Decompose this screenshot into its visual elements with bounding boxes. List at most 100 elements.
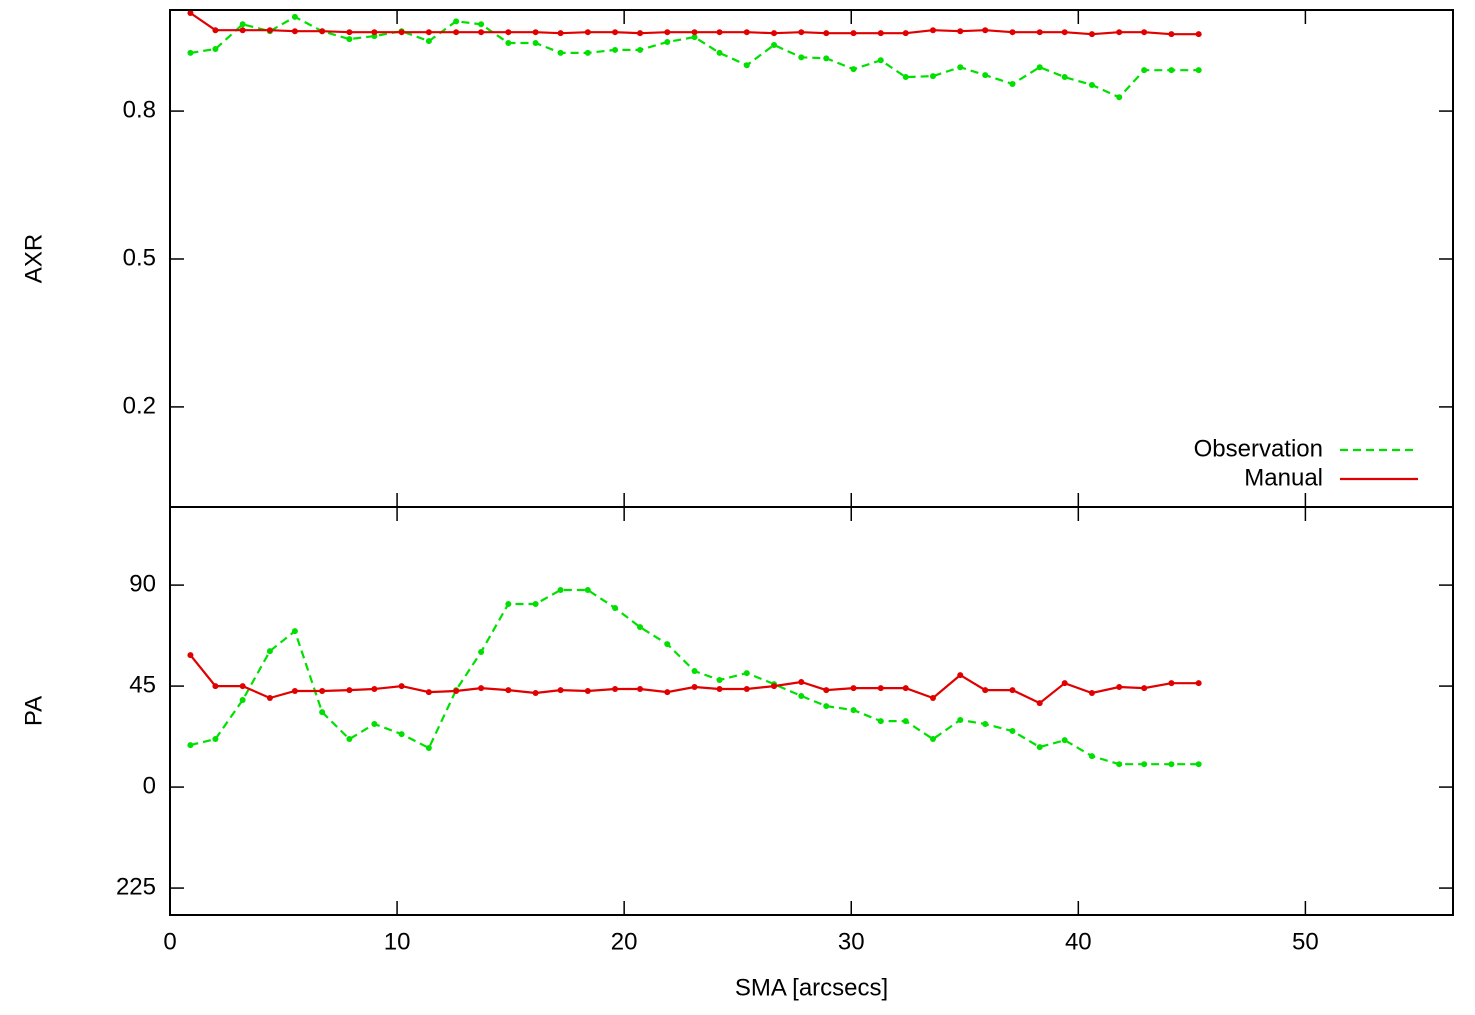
point [929, 73, 936, 80]
point [798, 54, 805, 61]
point [478, 685, 485, 692]
point [371, 686, 378, 693]
point [425, 29, 432, 36]
plot-frame [169, 506, 1454, 916]
point [850, 66, 857, 73]
point [743, 29, 750, 36]
point [902, 685, 909, 692]
point [823, 55, 830, 62]
point [291, 28, 298, 35]
point [957, 28, 964, 35]
point [612, 604, 619, 611]
point [212, 683, 219, 690]
series-line [190, 15, 1199, 99]
point [902, 74, 909, 81]
point [453, 18, 460, 25]
point [1116, 94, 1123, 101]
point [584, 29, 591, 36]
series-line [190, 588, 1199, 766]
point [291, 628, 298, 635]
point [929, 27, 936, 34]
point [716, 686, 723, 693]
point [877, 718, 884, 725]
y-axis-label: PA [20, 696, 47, 726]
point [1088, 31, 1095, 38]
point [1036, 700, 1043, 707]
point [1061, 29, 1068, 36]
point [1168, 680, 1175, 687]
point [478, 21, 485, 28]
point [1061, 680, 1068, 687]
point [266, 694, 273, 701]
point [691, 683, 698, 690]
point [982, 687, 989, 694]
point [291, 688, 298, 695]
point [398, 683, 405, 690]
point [319, 709, 326, 716]
point [584, 49, 591, 56]
point [505, 40, 512, 47]
x-tick-label: 30 [838, 928, 865, 955]
point [798, 29, 805, 36]
point [239, 21, 246, 28]
point [187, 652, 194, 659]
point [239, 27, 246, 34]
x-axis-label: SMA [arcsecs] [735, 974, 888, 1001]
legend-label: Observation [1194, 435, 1323, 462]
series-line [189, 654, 1199, 705]
point [532, 29, 539, 36]
point [212, 736, 219, 743]
y-tick-label: 225 [116, 873, 156, 900]
point [319, 688, 326, 695]
point [425, 745, 432, 752]
x-tick-label: 10 [384, 928, 411, 955]
point [1168, 761, 1175, 768]
x-tick-label: 20 [611, 928, 638, 955]
point [957, 672, 964, 679]
x-tick-label: 50 [1292, 928, 1319, 955]
point [664, 39, 671, 46]
point [716, 677, 723, 684]
point [1036, 29, 1043, 36]
point [771, 30, 778, 37]
point [1195, 680, 1202, 687]
point [982, 72, 989, 79]
point [637, 46, 644, 53]
point [346, 736, 353, 743]
point [637, 624, 644, 631]
point [823, 30, 830, 37]
point [212, 27, 219, 34]
point [1009, 29, 1016, 36]
y-tick-label: 0.8 [123, 96, 156, 123]
point [425, 38, 432, 45]
point [1168, 67, 1175, 74]
legend-label: Manual [1244, 464, 1323, 491]
point [478, 648, 485, 655]
point [532, 40, 539, 47]
point [798, 679, 805, 686]
point [584, 688, 591, 695]
point [1195, 761, 1202, 768]
point [691, 668, 698, 675]
point [266, 648, 273, 655]
point [664, 689, 671, 696]
point [239, 697, 246, 704]
point [982, 27, 989, 34]
point [1036, 744, 1043, 751]
point [453, 688, 460, 695]
point [1141, 29, 1148, 36]
point [187, 742, 194, 749]
point [664, 29, 671, 36]
point [1088, 81, 1095, 88]
point [453, 29, 460, 36]
point [1009, 80, 1016, 87]
point [346, 687, 353, 694]
point [532, 600, 539, 607]
point [902, 30, 909, 37]
point [957, 716, 964, 723]
point [1195, 67, 1202, 74]
point [212, 45, 219, 52]
point [637, 30, 644, 37]
point [187, 9, 194, 16]
